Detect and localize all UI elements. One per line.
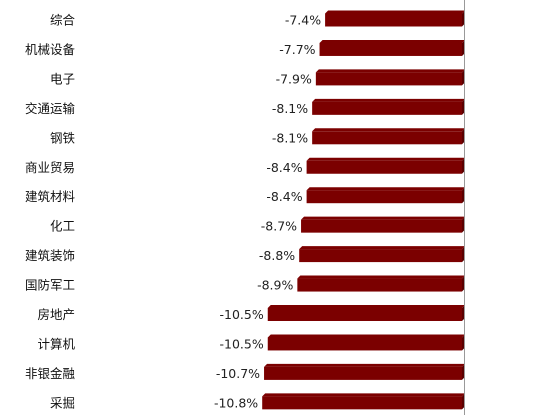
data-label: -8.4% bbox=[266, 160, 302, 175]
bar-top-face bbox=[312, 98, 465, 102]
category-label: 建筑材料 bbox=[25, 189, 76, 204]
data-label: -8.8% bbox=[259, 248, 295, 263]
bar-top-face bbox=[264, 363, 465, 367]
data-label: -8.1% bbox=[272, 130, 308, 145]
bar bbox=[297, 275, 465, 292]
bar bbox=[299, 246, 465, 263]
category-label: 建筑装饰 bbox=[25, 248, 75, 263]
bar-top-face bbox=[325, 10, 465, 14]
bar-face bbox=[264, 366, 462, 380]
category-label: 机械设备 bbox=[25, 42, 76, 57]
data-label: -10.5% bbox=[220, 307, 264, 322]
bar-face bbox=[301, 219, 462, 233]
bar-face bbox=[306, 160, 462, 174]
data-label: -10.5% bbox=[220, 336, 264, 351]
bar-face bbox=[262, 396, 462, 410]
category-label: 化工 bbox=[50, 219, 75, 234]
category-label: 钢铁 bbox=[50, 130, 76, 145]
bar-top-face bbox=[312, 128, 465, 132]
bar-top-face bbox=[297, 275, 465, 279]
category-label: 采掘 bbox=[50, 395, 75, 410]
category-label: 计算机 bbox=[37, 336, 75, 351]
bar-face bbox=[312, 131, 462, 145]
bar-top-face bbox=[319, 39, 465, 43]
bar-face bbox=[267, 337, 462, 351]
data-label: -10.8% bbox=[214, 395, 258, 410]
bar-top-face bbox=[262, 393, 465, 397]
bar-top-face bbox=[306, 157, 465, 161]
bar-face bbox=[319, 42, 462, 56]
data-label: -7.4% bbox=[285, 13, 321, 28]
bar bbox=[301, 216, 465, 233]
data-label: -7.7% bbox=[279, 42, 315, 57]
bar-top-face bbox=[301, 216, 465, 220]
data-label: -8.9% bbox=[257, 278, 293, 293]
bar-face bbox=[315, 72, 462, 86]
category-label: 综合 bbox=[50, 13, 76, 28]
bar-face bbox=[297, 278, 462, 292]
data-label: -8.7% bbox=[261, 219, 297, 234]
data-label: -10.7% bbox=[216, 366, 260, 381]
bar-face bbox=[267, 308, 462, 321]
category-label: 国防军工 bbox=[25, 278, 75, 293]
bar bbox=[306, 187, 465, 204]
bar bbox=[267, 305, 465, 321]
bar bbox=[319, 39, 465, 56]
bar bbox=[264, 363, 465, 380]
category-label: 电子 bbox=[50, 71, 75, 86]
bar-face bbox=[306, 190, 462, 204]
bar bbox=[262, 393, 465, 410]
bar-top-face bbox=[306, 187, 465, 191]
bar-top-face bbox=[299, 246, 465, 250]
data-label: -7.9% bbox=[276, 71, 312, 86]
bar-top-face bbox=[267, 305, 465, 308]
category-label: 非银金融 bbox=[25, 366, 76, 381]
bar-top-face bbox=[267, 334, 465, 338]
data-label: -8.1% bbox=[272, 101, 308, 116]
bar-face bbox=[325, 13, 462, 27]
bar-face bbox=[299, 249, 462, 263]
bar-face bbox=[312, 101, 462, 115]
category-label: 房地产 bbox=[37, 307, 75, 322]
labels-group: 综合 -7.4% 机械设备 -7.7% 电子 -7.9% 交通运输 -8.1% 钢铁 -8.1% 商… bbox=[25, 13, 321, 411]
bar bbox=[315, 69, 465, 86]
bar-top-face bbox=[315, 69, 465, 73]
bar bbox=[267, 334, 465, 351]
bar bbox=[312, 128, 465, 145]
bar bbox=[325, 10, 465, 27]
data-label: -8.4% bbox=[266, 189, 302, 204]
category-label: 交通运输 bbox=[25, 101, 76, 116]
category-label: 商业贸易 bbox=[25, 160, 75, 175]
bars-group bbox=[262, 10, 465, 410]
bar bbox=[306, 157, 465, 174]
bar bbox=[312, 98, 465, 115]
